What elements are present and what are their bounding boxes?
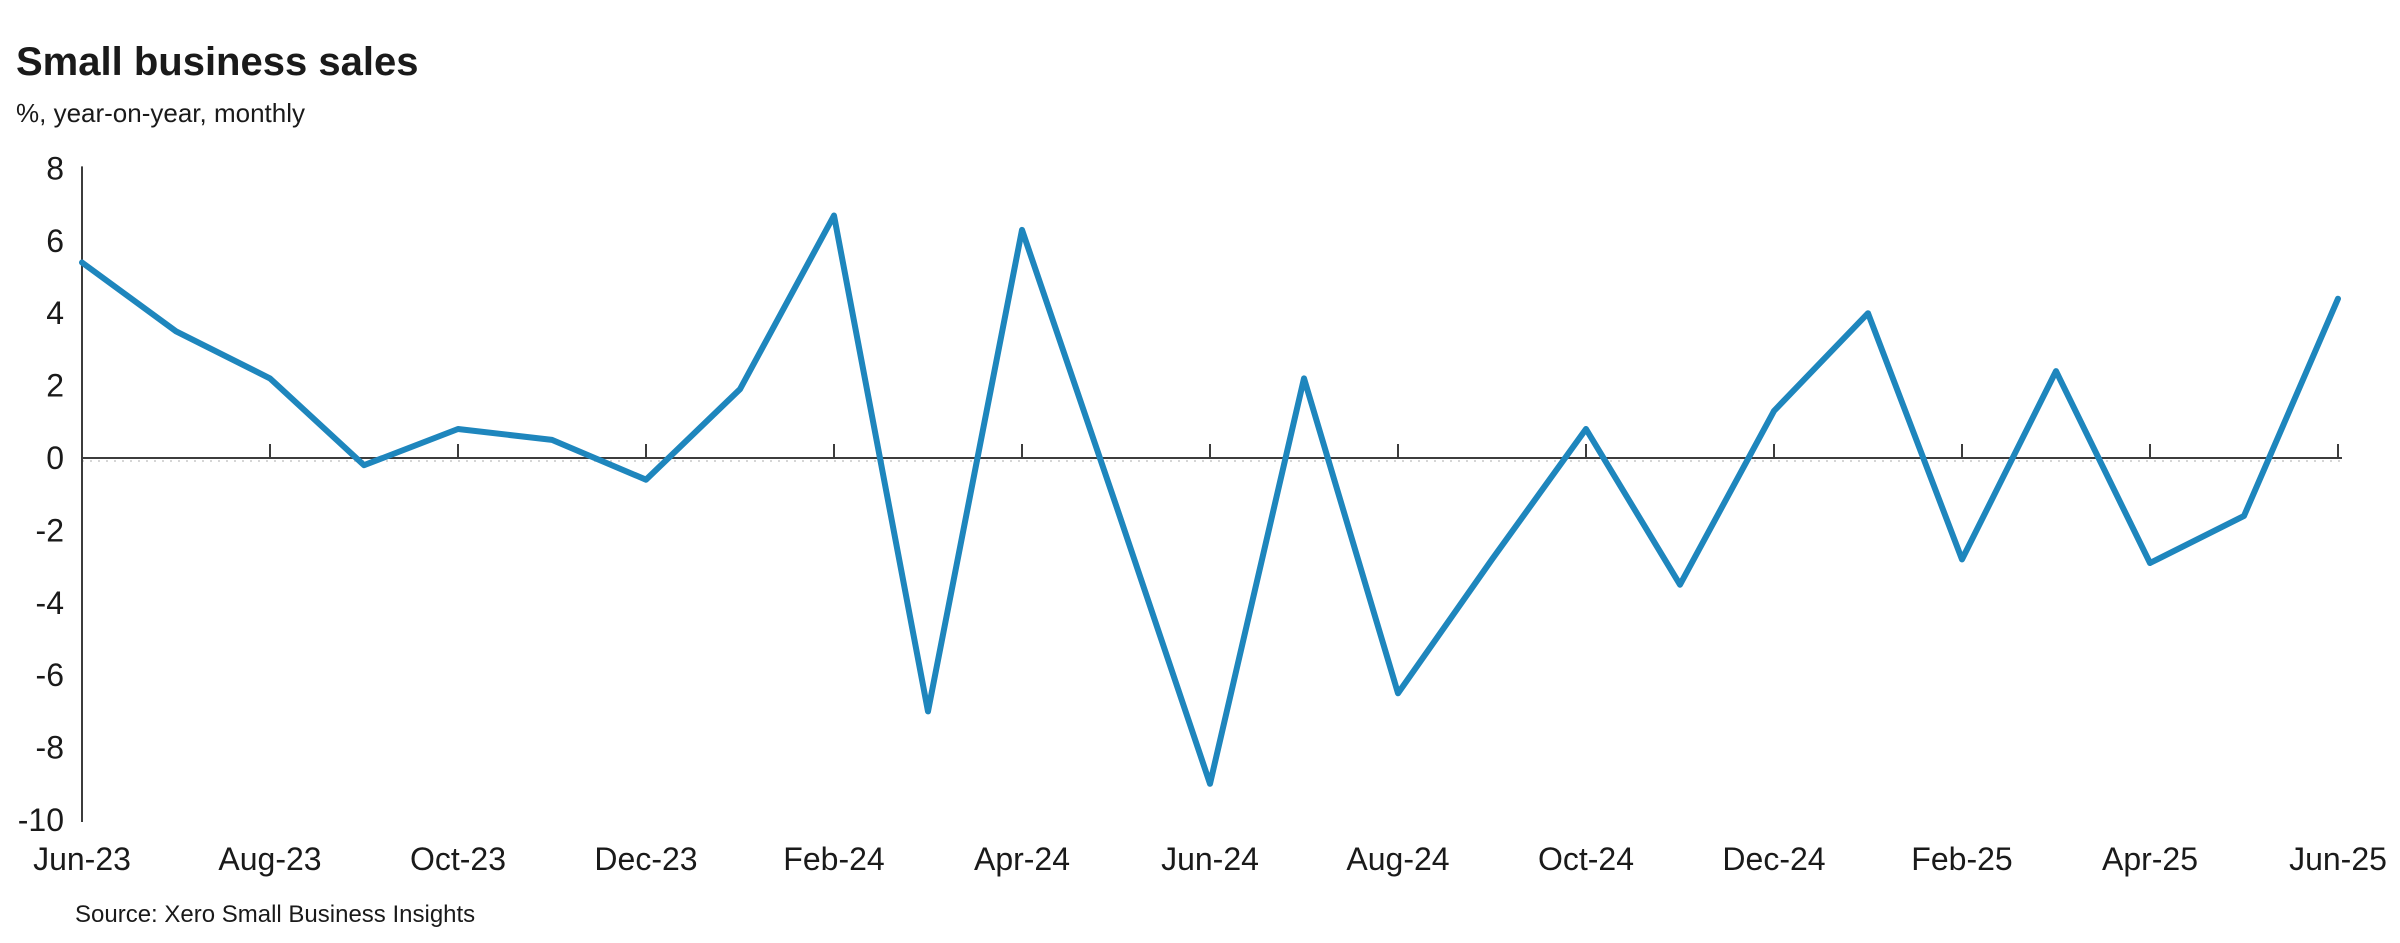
x-tick-label: Oct-24: [1538, 841, 1634, 877]
x-tick-label: Apr-25: [2102, 841, 2198, 877]
x-tick-label: Jun-25: [2289, 841, 2387, 877]
x-tick-label: Feb-25: [1911, 841, 2012, 877]
y-tick-label: 0: [46, 440, 64, 476]
y-tick-label: -2: [36, 512, 64, 548]
sales-series-line: [79, 212, 2341, 787]
source-note: Source: Xero Small Business Insights: [75, 901, 476, 928]
x-tick-label: Aug-23: [218, 841, 321, 877]
x-tick-label: Aug-24: [1346, 841, 1449, 877]
x-tick-label: Apr-24: [974, 841, 1070, 877]
chart-subtitle: %, year-on-year, monthly: [16, 98, 306, 128]
x-tick-label: Dec-23: [594, 841, 697, 877]
y-tick-label: -6: [36, 657, 64, 693]
y-tick-label: -8: [36, 730, 64, 766]
x-tick-label: Dec-24: [1722, 841, 1825, 877]
x-tick-label: Jun-24: [1161, 841, 1259, 877]
y-tick-label: 2: [46, 368, 64, 404]
x-tick-label: Jun-23: [33, 841, 131, 877]
y-tick-label: -4: [36, 585, 64, 621]
y-tick-label: 8: [46, 150, 64, 186]
y-tick-label: 6: [46, 223, 64, 259]
x-tick-label: Feb-24: [783, 841, 884, 877]
chart-title: Small business sales: [16, 40, 419, 84]
y-tick-label: 4: [46, 295, 64, 331]
y-tick-label: -10: [18, 802, 64, 838]
x-tick-label: Oct-23: [410, 841, 506, 877]
